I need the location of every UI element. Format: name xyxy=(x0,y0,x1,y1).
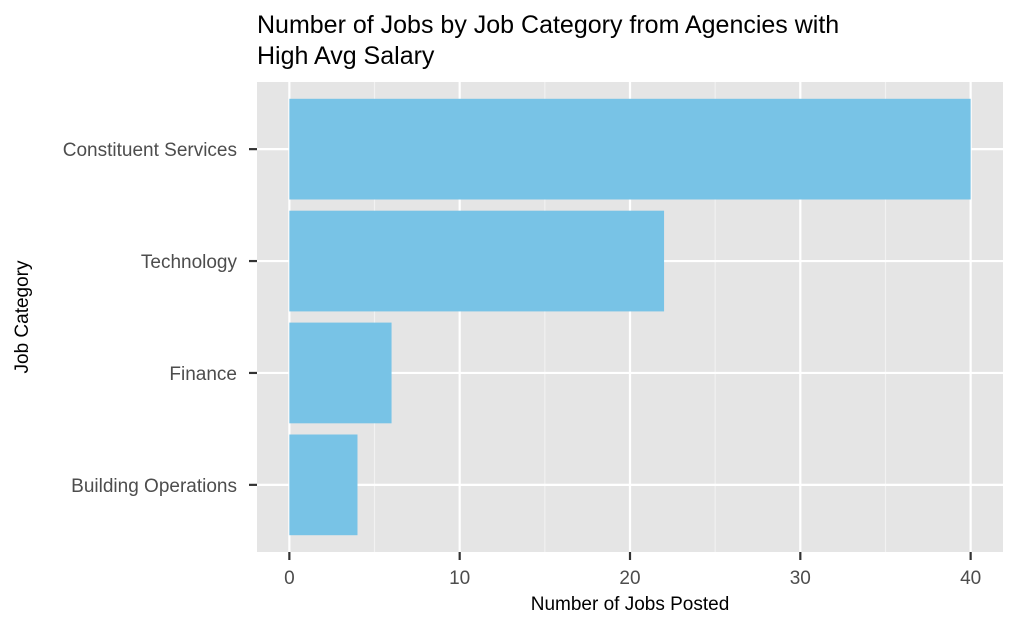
y-tick-label: Finance xyxy=(169,364,237,385)
y-axis: Constituent Services Technology Finance Bui… xyxy=(63,140,257,497)
y-tick-label: Technology xyxy=(141,252,238,273)
y-axis-title: Job Category xyxy=(12,260,33,374)
x-axis-title: Number of Jobs Posted xyxy=(531,594,730,615)
chart-title-line-2: High Avg Salary xyxy=(257,42,435,70)
x-tick-label: 10 xyxy=(449,568,470,589)
chart-title-line-1: Number of Jobs by Job Category from Agen… xyxy=(257,11,839,39)
y-tick-label: Building Operations xyxy=(71,476,237,497)
bars xyxy=(289,98,971,536)
x-tick-label: 20 xyxy=(619,568,640,589)
bar-constituent-services xyxy=(289,98,971,200)
x-tick-label: 30 xyxy=(790,568,811,589)
bar-technology xyxy=(289,210,665,312)
x-tick-label: 40 xyxy=(960,568,981,589)
bar-building-operations xyxy=(289,434,358,536)
x-tick-label: 0 xyxy=(284,568,295,589)
bar-finance xyxy=(289,322,392,424)
y-tick-label: Constituent Services xyxy=(63,140,237,161)
x-axis: 0 10 20 30 40 xyxy=(284,552,981,589)
